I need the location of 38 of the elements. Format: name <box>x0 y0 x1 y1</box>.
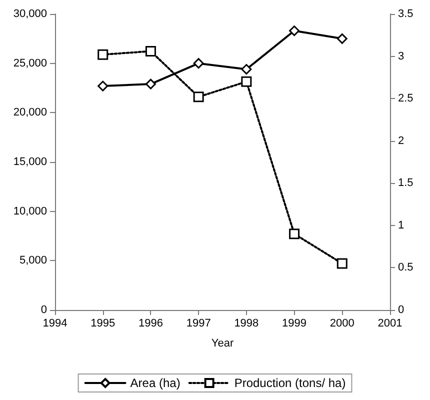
point <box>336 33 348 44</box>
point <box>145 78 156 90</box>
legend-label: Area (ha) <box>130 376 180 390</box>
y2-tick-label: 3.5 <box>398 8 414 20</box>
y2-tick-label: 1.5 <box>398 177 414 190</box>
point <box>336 258 348 269</box>
point <box>241 64 252 75</box>
y2-tick-label: 0 <box>398 304 404 316</box>
point <box>193 58 204 69</box>
y-tick-label: 15,000 <box>13 156 47 168</box>
y-tick-label: 10,000 <box>13 205 47 218</box>
y2-tick-label: 3 <box>398 50 404 62</box>
y2-tick-label: 0.5 <box>398 262 414 274</box>
point <box>289 26 300 36</box>
point <box>98 80 108 92</box>
x-tick-label: 1996 <box>138 318 163 330</box>
x-axis-title: Year <box>211 338 234 350</box>
y-tick-label: 25,000 <box>13 57 47 70</box>
y2-tick-label: 2 <box>398 134 404 147</box>
x-tick-label: 2000 <box>330 318 354 330</box>
point <box>145 46 156 56</box>
x-tick-label: 1995 <box>90 318 116 330</box>
x-tick-label: 1994 <box>42 318 68 330</box>
point <box>241 76 252 87</box>
y-tick-label: 30,000 <box>13 8 47 20</box>
point <box>289 228 300 240</box>
x-tick-label: 1998 <box>234 318 259 330</box>
y2-tick-label: 1 <box>398 219 404 232</box>
x-tick-label: 2001 <box>378 318 402 330</box>
point <box>98 49 108 60</box>
y-tick-label: 5,000 <box>19 254 47 267</box>
x-tick-label: 1997 <box>186 318 211 330</box>
point <box>193 92 204 102</box>
legend-label: Production (tons/ ha) <box>234 376 346 390</box>
y-tick-label: 0 <box>40 304 47 316</box>
y-tick-label: 20,000 <box>13 106 47 119</box>
x-tick-label: 1999 <box>282 318 307 330</box>
y2-tick-label: 2.5 <box>398 92 414 105</box>
